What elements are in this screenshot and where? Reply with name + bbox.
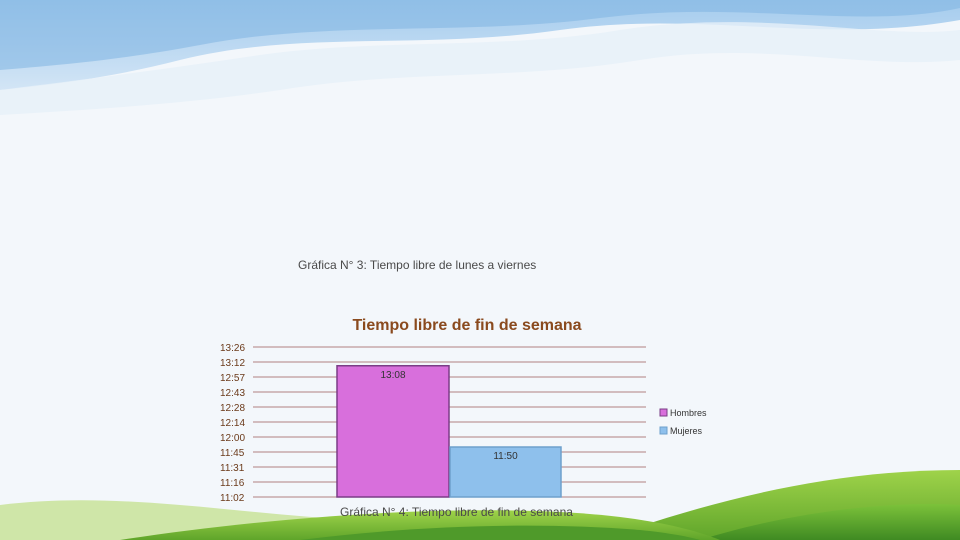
legend-label-hombres: Hombres <box>670 408 707 418</box>
legend-swatch-mujeres <box>659 426 668 435</box>
legend-label-mujeres: Mujeres <box>670 426 703 436</box>
bar-mujeres <box>449 446 562 498</box>
y-tick-label: 13:26 <box>220 343 245 354</box>
y-tick-label: 11:45 <box>220 448 245 459</box>
y-axis-ticks: 13:26 13:12 12:57 12:43 12:28 12:14 12:00 11:45… <box>220 343 245 504</box>
data-label-mujeres: 11:50 <box>493 451 518 462</box>
chart-legend: Hombres Mujeres <box>659 408 707 436</box>
caption-graph-4: Gráfica N° 4: Tiempo libre de fin de sem… <box>340 505 573 519</box>
y-tick-label: 11:31 <box>220 463 245 474</box>
chart-title: Tiempo libre de fin de semana <box>352 317 581 334</box>
legend-swatch-hombres <box>659 408 668 417</box>
y-tick-label: 12:57 <box>220 373 245 384</box>
y-tick-label: 11:16 <box>220 478 245 489</box>
y-tick-label: 13:12 <box>220 358 245 369</box>
y-tick-label: 12:28 <box>220 403 245 414</box>
y-tick-label: 12:00 <box>220 433 245 444</box>
caption-graph-3: Gráfica N° 3: Tiempo libre de lunes a vi… <box>298 258 537 272</box>
bar-hombres <box>336 365 450 498</box>
y-tick-label: 12:14 <box>220 418 245 429</box>
data-label-hombres: 13:08 <box>380 370 405 381</box>
y-tick-label: 12:43 <box>220 388 245 399</box>
chart-bars: 13:08 11:50 <box>336 365 562 498</box>
y-tick-label: 11:02 <box>220 493 245 504</box>
